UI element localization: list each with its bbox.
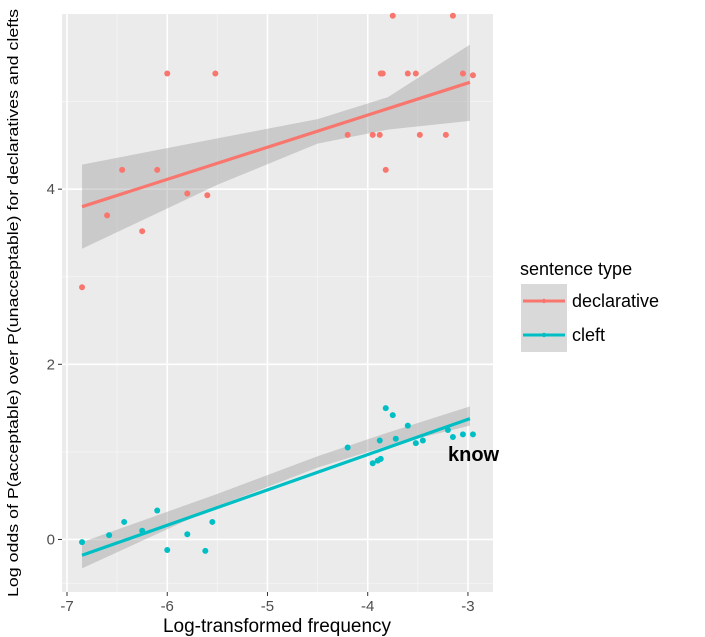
cleft-point — [121, 518, 128, 525]
y-tick-label: 0 — [47, 531, 55, 548]
cleft-point — [444, 426, 451, 433]
cleft-ci-band — [82, 406, 470, 569]
cleft-legend-label: cleft — [572, 325, 605, 345]
declarative-point — [79, 284, 86, 291]
declarative-point — [442, 131, 449, 138]
declarative-fit-line — [81, 80, 471, 209]
declarative-point — [139, 228, 146, 235]
cleft-point — [404, 422, 411, 429]
declarative-point — [412, 70, 419, 77]
declarative-point — [469, 72, 476, 79]
declarative-point — [204, 192, 211, 199]
cleft-point — [154, 507, 161, 514]
declarative-point — [459, 70, 466, 77]
x-axis-title: Log-transformed frequency — [163, 616, 392, 637]
y-axis-title: Log odds of P(acceptable) over P(unaccep… — [6, 9, 22, 597]
cleft-point — [139, 527, 146, 534]
declarative-point — [382, 166, 389, 173]
cleft-point — [419, 437, 426, 444]
declarative-point — [416, 131, 423, 138]
cleft-point — [106, 532, 113, 539]
declarative-point — [119, 166, 126, 173]
cleft-point — [412, 440, 419, 447]
declarative-point — [376, 131, 383, 138]
legend-title: sentence type — [520, 259, 632, 279]
cleft-point — [164, 546, 171, 553]
x-tick-label: -3 — [461, 598, 474, 615]
cleft-point — [79, 539, 86, 546]
cleft-point — [449, 433, 456, 440]
x-tick-label: -4 — [361, 598, 374, 615]
declarative-point — [404, 70, 411, 77]
declarative-point — [379, 70, 386, 77]
declarative-legend-point — [541, 298, 547, 304]
declarative-point — [449, 12, 456, 19]
cleft-point — [369, 460, 376, 467]
cleft-point — [202, 547, 209, 554]
fit-lines — [81, 80, 471, 557]
x-tick-label: -7 — [60, 598, 73, 615]
annotation-know: know — [448, 444, 500, 466]
declarative-point — [389, 12, 396, 19]
grid — [62, 14, 493, 592]
cleft-point — [376, 437, 383, 444]
cleft-point — [382, 405, 389, 412]
cleft-point — [392, 435, 399, 442]
declarative-point — [344, 131, 351, 138]
cleft-point — [184, 531, 191, 538]
y-tick-label: 4 — [47, 181, 55, 198]
x-tick-label: -5 — [261, 598, 274, 615]
declarative-point — [369, 131, 376, 138]
plot-panel — [62, 14, 493, 592]
declarative-point — [184, 190, 191, 197]
declarative-point — [154, 166, 161, 173]
legend: sentence type declarative cleft — [520, 259, 659, 352]
x-tick-label: -6 — [161, 598, 174, 615]
declarative-ci-band — [82, 44, 470, 249]
cleft-point — [344, 444, 351, 451]
y-tick-label: 2 — [47, 356, 55, 373]
cleft-point — [209, 518, 216, 525]
ci-bands — [82, 44, 470, 569]
cleft-legend-point — [541, 332, 547, 338]
declarative-point — [212, 70, 219, 77]
cleft-point — [469, 431, 476, 438]
data-points — [79, 12, 476, 554]
cleft-fit-line — [81, 417, 471, 557]
cleft-point — [459, 431, 466, 438]
declarative-legend-label: declarative — [572, 291, 659, 311]
declarative-point — [164, 70, 171, 77]
axes: -7 -6 -5 -4 -3 0 2 4 — [47, 181, 475, 615]
declarative-point — [104, 212, 111, 219]
cleft-point — [377, 455, 384, 462]
cleft-point — [389, 412, 396, 419]
